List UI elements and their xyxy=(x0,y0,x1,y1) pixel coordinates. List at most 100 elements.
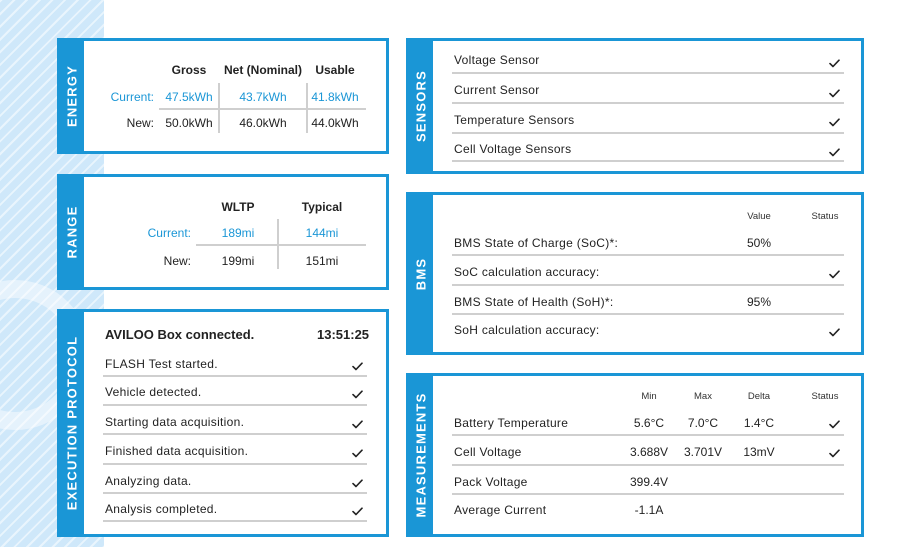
range-title: RANGE xyxy=(64,205,80,259)
execution-step: Analysis completed. xyxy=(105,502,218,516)
range-current-wltp: 189mi xyxy=(221,226,255,240)
sensor-item: Current Sensor xyxy=(454,83,540,97)
execution-divider xyxy=(103,375,367,377)
measurement-max: 7.0°C xyxy=(687,416,719,430)
energy-row-new-label: New: xyxy=(126,116,154,130)
range-new-typical: 151mi xyxy=(305,254,339,268)
sensors-side-label: SENSORS xyxy=(409,41,433,171)
range-col-wltp: WLTP xyxy=(221,200,255,214)
bms-col-value: Value xyxy=(747,211,771,222)
check-icon xyxy=(352,420,363,429)
check-icon xyxy=(829,59,840,68)
energy-side-label: ENERGY xyxy=(60,41,84,151)
bms-row-label: BMS State of Charge (SoC)*: xyxy=(454,236,619,250)
execution-time: 13:51:25 xyxy=(317,327,370,342)
sensors-divider xyxy=(452,102,844,104)
range-divider-v xyxy=(277,219,279,269)
execution-divider xyxy=(103,463,367,465)
range-new-wltp: 199mi xyxy=(221,254,255,268)
check-icon xyxy=(352,479,363,488)
check-icon xyxy=(829,270,840,279)
measurements-divider xyxy=(452,464,844,466)
sensor-item: Cell Voltage Sensors xyxy=(454,142,572,156)
measurements-side-label: MEASUREMENTS xyxy=(409,376,433,534)
execution-step: Starting data acquisition. xyxy=(105,415,245,429)
range-col-typical: Typical xyxy=(301,200,343,214)
bms-title: BMS xyxy=(413,257,429,290)
energy-divider-h xyxy=(159,108,366,110)
measurements-col-max: Max xyxy=(694,391,712,402)
energy-title: ENERGY xyxy=(64,64,80,128)
energy-panel: ENERGY Gross Net (Nominal) Usable Curren… xyxy=(57,38,389,154)
energy-current-usable: 41.8kWh xyxy=(311,90,359,104)
measurements-panel: MEASUREMENTS Min Max Delta Status Batter… xyxy=(406,373,864,537)
sensors-title: SENSORS xyxy=(413,70,429,142)
execution-divider xyxy=(103,520,367,522)
energy-new-gross: 50.0kWh xyxy=(165,116,213,130)
measurement-label: Battery Temperature xyxy=(454,416,569,430)
measurement-label: Pack Voltage xyxy=(454,475,528,489)
measurements-divider xyxy=(452,493,844,495)
execution-title: EXECUTION PROTOCOL xyxy=(64,335,80,511)
execution-step: Finished data acquisition. xyxy=(105,444,249,458)
execution-side-label: EXECUTION PROTOCOL xyxy=(60,312,84,534)
energy-col-gross: Gross xyxy=(171,63,207,77)
sensors-divider xyxy=(452,132,844,134)
bms-panel: BMS Value Status BMS State of Charge (So… xyxy=(406,192,864,355)
range-row-current-label: Current: xyxy=(147,226,191,240)
check-icon xyxy=(829,449,840,458)
execution-divider xyxy=(103,492,367,494)
check-icon xyxy=(352,449,363,458)
check-icon xyxy=(829,118,840,127)
execution-step: Analyzing data. xyxy=(105,474,192,488)
measurement-max: 3.701V xyxy=(683,445,723,459)
energy-col-net: Net (Nominal) xyxy=(224,63,302,77)
energy-current-net: 43.7kWh xyxy=(239,90,287,104)
execution-panel: EXECUTION PROTOCOL AVILOO Box connected.… xyxy=(57,309,389,537)
measurement-delta: 1.4°C xyxy=(743,416,775,430)
energy-new-usable: 44.0kWh xyxy=(311,116,359,130)
range-divider-h xyxy=(196,244,366,246)
measurements-col-delta: Delta xyxy=(747,391,771,402)
bms-row-label: BMS State of Health (SoH)*: xyxy=(454,295,614,309)
execution-divider xyxy=(103,404,367,406)
measurement-min: 5.6°C xyxy=(633,416,665,430)
sensors-divider xyxy=(452,72,844,74)
energy-divider-v2 xyxy=(306,83,308,133)
bms-row-label: SoH calculation accuracy: xyxy=(454,323,600,337)
bms-divider xyxy=(452,284,844,286)
check-icon xyxy=(352,507,363,516)
measurements-col-min: Min xyxy=(641,391,657,402)
bms-side-label: BMS xyxy=(409,195,433,352)
measurement-label: Average Current xyxy=(454,503,547,517)
measurement-label: Cell Voltage xyxy=(454,445,522,459)
energy-row-current-label: Current: xyxy=(110,90,154,104)
sensor-item: Temperature Sensors xyxy=(454,113,575,127)
check-icon xyxy=(829,89,840,98)
bms-divider xyxy=(452,254,844,256)
sensor-item: Voltage Sensor xyxy=(454,53,540,67)
execution-step: FLASH Test started. xyxy=(105,357,218,371)
measurement-min: -1.1A xyxy=(634,503,664,517)
energy-col-usable: Usable xyxy=(315,63,355,77)
energy-current-gross: 47.5kWh xyxy=(165,90,213,104)
bms-soc-value: 50% xyxy=(746,236,772,250)
bms-col-status: Status xyxy=(811,211,839,222)
range-current-typical: 144mi xyxy=(305,226,339,240)
check-icon xyxy=(829,148,840,157)
check-icon xyxy=(352,362,363,371)
range-side-label: RANGE xyxy=(60,177,84,287)
check-icon xyxy=(829,420,840,429)
sensors-panel: SENSORS Voltage Sensor Current Sensor Te… xyxy=(406,38,864,174)
bms-row-label: SoC calculation accuracy: xyxy=(454,265,600,279)
range-row-new-label: New: xyxy=(163,254,191,268)
measurement-min: 3.688V xyxy=(629,445,669,459)
check-icon xyxy=(352,390,363,399)
execution-divider xyxy=(103,433,367,435)
execution-step: Vehicle detected. xyxy=(105,385,202,399)
bms-divider xyxy=(452,313,844,315)
measurement-delta: 13mV xyxy=(743,445,775,459)
measurements-divider xyxy=(452,434,844,436)
measurements-title: MEASUREMENTS xyxy=(413,392,429,518)
energy-new-net: 46.0kWh xyxy=(239,116,287,130)
